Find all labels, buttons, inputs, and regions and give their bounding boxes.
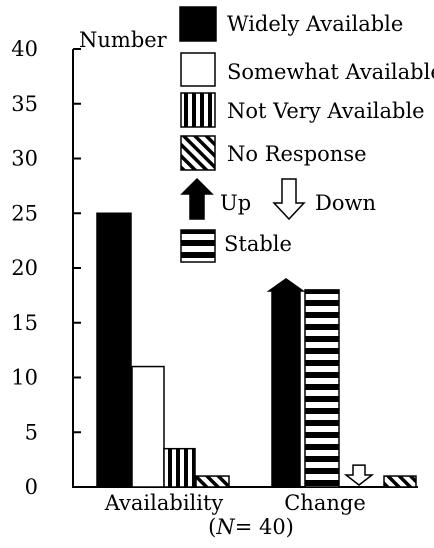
y-tick-label: 15 [11, 311, 38, 335]
legend: Widely Available Somewhat Available Not … [179, 6, 434, 263]
y-tick-label: 0 [25, 475, 38, 499]
y-tick-label: 25 [11, 201, 38, 225]
note-rest: = 40) [235, 515, 294, 539]
y-tick-label: 20 [11, 256, 38, 280]
legend-swatch-stable [180, 229, 216, 263]
bar-change-up [266, 278, 306, 488]
legend-label-no-response: No Response [227, 142, 367, 166]
legend-label-down: Down [315, 191, 376, 215]
x-category-label: Change [284, 491, 366, 515]
y-axis-title: Number [79, 28, 168, 52]
bar-availability-no-response [195, 475, 230, 488]
note-open: ( [208, 515, 216, 539]
y-tick-label: 10 [11, 366, 38, 390]
note-italic: N [215, 515, 235, 539]
bar-availability-somewhat-available [131, 365, 165, 488]
legend-label-not-very-available: Not Very Available [227, 99, 425, 123]
bar-availability-not-very-available [163, 447, 196, 488]
legend-up-arrow-icon [180, 177, 214, 220]
bar-change-down [343, 464, 375, 486]
bar-change-no-response [383, 475, 417, 488]
legend-swatch-somewhat-available [180, 52, 216, 87]
legend-swatch-widely-available [179, 6, 217, 42]
x-category-label: Availability [104, 491, 224, 515]
legend-down-arrow-icon [272, 178, 306, 221]
sample-size-note: (N= 40) [208, 515, 294, 539]
legend-label-somewhat-available: Somewhat Available [227, 60, 434, 84]
bars-layer [96, 212, 417, 488]
legend-label-stable: Stable [224, 232, 292, 256]
y-tick-label: 5 [25, 420, 38, 444]
bar-change-stable [304, 289, 340, 488]
legend-swatch-no-response [180, 135, 216, 171]
x-axis-labels: Availability Change [104, 491, 366, 515]
bar-availability-widely-available [96, 212, 132, 488]
legend-swatch-not-very-available [180, 92, 216, 128]
y-axis-ticks: 0 5 10 15 20 25 30 35 40 [11, 37, 81, 499]
y-tick-label: 35 [11, 92, 38, 116]
legend-label-up: Up [220, 191, 251, 215]
legend-label-widely-available: Widely Available [227, 12, 403, 36]
y-tick-label: 30 [11, 147, 38, 171]
y-tick-label: 40 [11, 37, 38, 61]
